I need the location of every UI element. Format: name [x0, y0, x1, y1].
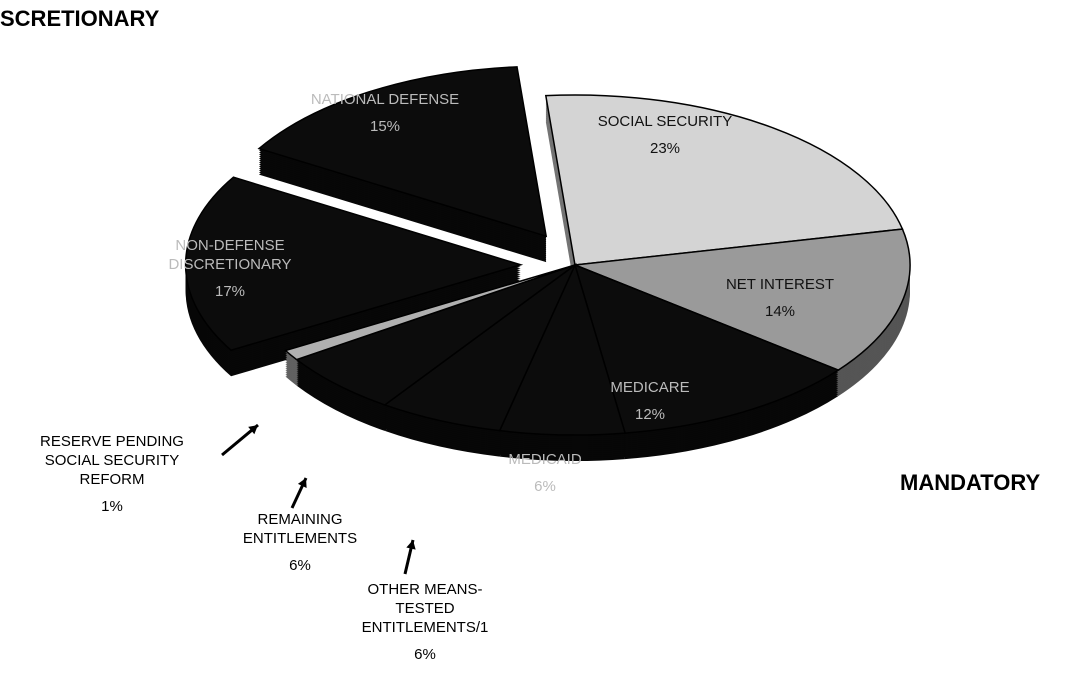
category-label: NET INTEREST — [725, 276, 835, 293]
slice — [383, 262, 577, 432]
slice-label: NATIONAL DEFENSE 15% — [275, 90, 495, 136]
category-label: OTHER MEANS-TESTED ENTITLEMENTS/1 — [361, 581, 489, 636]
arrow-head — [248, 425, 258, 435]
slice — [295, 264, 576, 406]
value-label: 23% — [649, 140, 681, 157]
value-label: 1% — [101, 498, 123, 515]
slice-label: MEDICAID 6% — [465, 450, 625, 496]
slice — [257, 66, 548, 238]
slice — [498, 262, 627, 436]
slice-label: RESERVE PENDING SOCIAL SECURITY REFORM 1% — [12, 432, 212, 516]
value-label: 17% — [214, 283, 246, 300]
slice — [184, 176, 524, 352]
slice-label: NET INTEREST 14% — [690, 275, 870, 321]
category-label: RESERVE PENDING SOCIAL SECURITY REFORM — [40, 433, 184, 488]
category-label: NON-DEFENSE DISCRETIONARY — [168, 237, 292, 273]
arrow-head — [406, 540, 416, 550]
value-label: 6% — [289, 557, 311, 574]
group-label: DISCRETIONARY — [0, 6, 160, 31]
slice — [574, 228, 911, 371]
slice-label: REMAINING ENTITLEMENTS 6% — [225, 510, 375, 575]
slice — [573, 263, 840, 434]
category-label: MEDICARE — [610, 379, 690, 396]
category-label: REMAINING ENTITLEMENTS — [242, 511, 358, 547]
value-label: 14% — [764, 303, 796, 320]
slice-label: OTHER MEANS-TESTED ENTITLEMENTS/1 6% — [345, 580, 505, 664]
value-label: 12% — [634, 406, 666, 423]
category-label: SOCIAL SECURITY — [597, 113, 733, 130]
slice-label: MEDICARE 12% — [570, 378, 730, 424]
value-label: 15% — [369, 118, 401, 135]
slice-label: NON-DEFENSE DISCRETIONARY 17% — [140, 236, 320, 301]
category-label: MEDICAID — [508, 451, 582, 468]
category-label: NATIONAL DEFENSE — [310, 91, 460, 108]
slice — [544, 94, 904, 266]
arrow-head — [297, 478, 307, 488]
slice — [283, 264, 576, 361]
value-label: 6% — [414, 646, 436, 663]
slice-label: SOCIAL SECURITY 23% — [555, 112, 775, 158]
group-label: MANDATORY — [900, 470, 1041, 495]
value-label: 6% — [534, 478, 556, 495]
